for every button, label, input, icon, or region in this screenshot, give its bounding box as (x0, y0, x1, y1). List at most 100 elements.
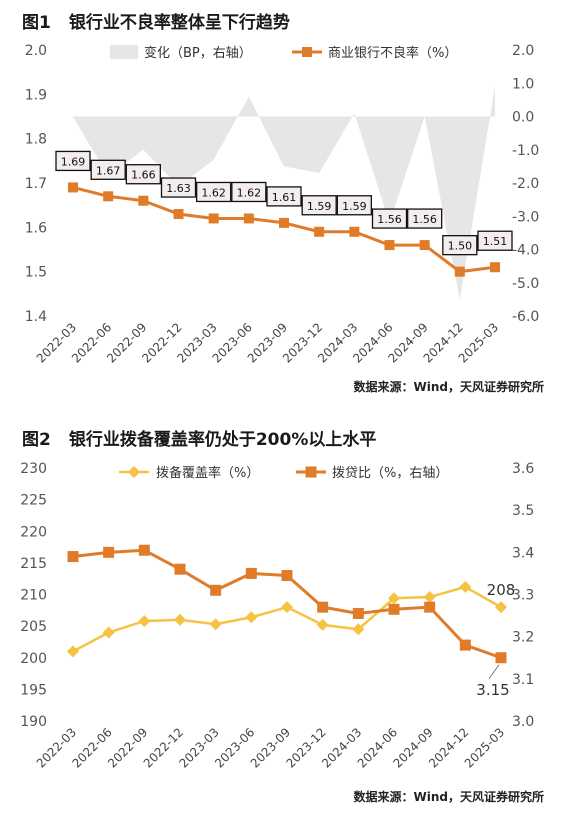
legend-swatch-bp-change (110, 45, 138, 59)
loan-provision-point (459, 639, 471, 651)
npl-data-label-box (477, 230, 513, 251)
chart2-source: 数据来源：Wind，天风证券研究所 (353, 790, 544, 804)
loan-provision-point (138, 544, 150, 556)
chart1-right-tick: -3.0 (512, 209, 539, 225)
chart2-left-tick: 210 (20, 588, 47, 604)
npl-ratio-point (349, 226, 360, 237)
chart1-right-tick: 0.0 (512, 110, 534, 126)
npl-ratio-point (243, 213, 254, 224)
npl-data-label-box (125, 164, 161, 185)
loan-provision-point (103, 546, 115, 558)
legend-marker-loan-provision (305, 466, 317, 478)
npl-data-label-box (442, 235, 478, 256)
chart1-title-text: 银行业不良率整体呈下行趋势 (68, 13, 290, 33)
chart1-right-tick: -6.0 (512, 309, 539, 325)
chart1-source: 数据来源：Wind，天风证券研究所 (353, 380, 544, 394)
npl-ratio-point (314, 226, 325, 237)
npl-data-label: 1.62 (201, 186, 226, 199)
provision-coverage-point (209, 618, 222, 631)
npl-data-label: 1.59 (307, 200, 332, 213)
provision-coverage-point (102, 626, 115, 639)
provision-coverage-point (423, 591, 436, 604)
npl-data-label-box (301, 195, 337, 216)
chart2-left-tick: 195 (20, 682, 47, 698)
legend-label-loan-provision: 拨贷比（%，右轴） (332, 466, 448, 481)
chart2-plot: 190 195 200 205 210 215 220 225 230 3.0 3.1 3.2 3.3 3… (20, 461, 534, 771)
npl-data-label: 1.56 (412, 213, 437, 226)
provision-coverage-point (67, 645, 79, 658)
provision-coverage-point (495, 601, 507, 614)
npl-ratio-point (68, 182, 78, 193)
provision-coverage-point (138, 615, 151, 628)
loan-provision-point (281, 570, 293, 582)
npl-data-label: 1.63 (166, 182, 191, 195)
chart1-left-tick: 1.7 (25, 176, 47, 192)
provision-coverage-point (388, 592, 400, 605)
chart1-right-tick: -1.0 (512, 143, 539, 159)
chart2-right-tick: 3.5 (512, 503, 534, 519)
bp-change-area (73, 86, 495, 300)
npl-ratio-point (173, 209, 184, 220)
chart1-right-tick: -2.0 (512, 176, 539, 192)
provision-coverage-point (459, 580, 472, 593)
npl-data-label-box (55, 150, 91, 172)
npl-data-label-box (90, 159, 126, 180)
npl-data-label-box (266, 186, 302, 207)
loan-provision-point (388, 603, 400, 615)
legend-label-npl: 商业银行不良率（%） (328, 45, 457, 61)
chart1-left-tick: 2.0 (25, 43, 47, 59)
provision-coverage-point (174, 613, 186, 626)
npl-data-label: 1.61 (272, 191, 297, 204)
loan-provision-point (174, 563, 186, 575)
npl-data-label: 1.51 (483, 235, 508, 248)
loan-provision-end-label: 3.15 (476, 681, 509, 699)
chart2-left-tick: 215 (20, 556, 47, 572)
npl-data-label: 1.67 (96, 164, 121, 177)
coverage-end-label: 208 (487, 581, 516, 599)
npl-ratio-point (138, 195, 149, 206)
chart2-left-tick: 200 (20, 651, 47, 667)
npl-data-label: 1.66 (131, 169, 156, 182)
chart2-x-tick: 2025-03 (462, 725, 507, 770)
legend-marker-coverage (128, 466, 140, 478)
npl-ratio-point (490, 262, 500, 273)
chart1-title: 图1 银行业不良率整体呈下行趋势 (22, 8, 290, 33)
chart1-right-tick: -4.0 (512, 243, 539, 259)
npl-ratio-point (279, 217, 289, 228)
npl-data-label: 1.56 (377, 213, 402, 226)
provision-coverage-point (316, 618, 329, 631)
provision-coverage-point (352, 623, 365, 636)
chart2-right-tick: 3.0 (512, 714, 534, 730)
npl-data-label-box (407, 208, 443, 229)
npl-ratio-point (208, 213, 219, 224)
chart1-fig-number: 图1 (22, 13, 51, 33)
provision-coverage-point (245, 611, 258, 624)
chart1-left-tick: 1.4 (25, 309, 47, 325)
chart1-right-tick: -5.0 (512, 276, 539, 292)
loan-provision-point (67, 551, 79, 563)
chart2-right-tick: 3.2 (512, 630, 534, 646)
npl-ratio-point (103, 191, 114, 202)
loan-provision-point (245, 567, 257, 579)
legend-label-bp-change: 变化（BP，右轴） (144, 45, 252, 61)
chart2-right-tick: 3.6 (512, 461, 534, 477)
provision-coverage-line (72, 585, 502, 653)
loan-provision-point (317, 601, 329, 613)
chart1-left-tick: 1.8 (25, 132, 47, 148)
npl-data-label-box (336, 195, 372, 216)
loan-provision-point (352, 607, 364, 619)
chart2-fig-number: 图2 (22, 430, 51, 450)
npl-data-label-box (160, 177, 197, 198)
loan-provision-point (495, 652, 507, 664)
chart2-left-tick: 205 (20, 619, 47, 635)
chart2-title: 图2 银行业拨备覆盖率仍处于200%以上水平 (22, 425, 376, 450)
chart2-right-tick: 3.1 (512, 672, 534, 688)
legend-marker-npl (302, 47, 312, 57)
chart2-title-text: 银行业拨备覆盖率仍处于200%以上水平 (68, 430, 377, 450)
chart1-left-tick: 1.9 (25, 87, 47, 103)
chart1-left-tick: 1.6 (25, 220, 47, 236)
npl-ratio-point (384, 240, 395, 251)
npl-ratio-point (454, 266, 465, 277)
legend-label-coverage: 拨备覆盖率（%） (156, 465, 259, 481)
npl-data-label: 1.50 (448, 240, 473, 253)
